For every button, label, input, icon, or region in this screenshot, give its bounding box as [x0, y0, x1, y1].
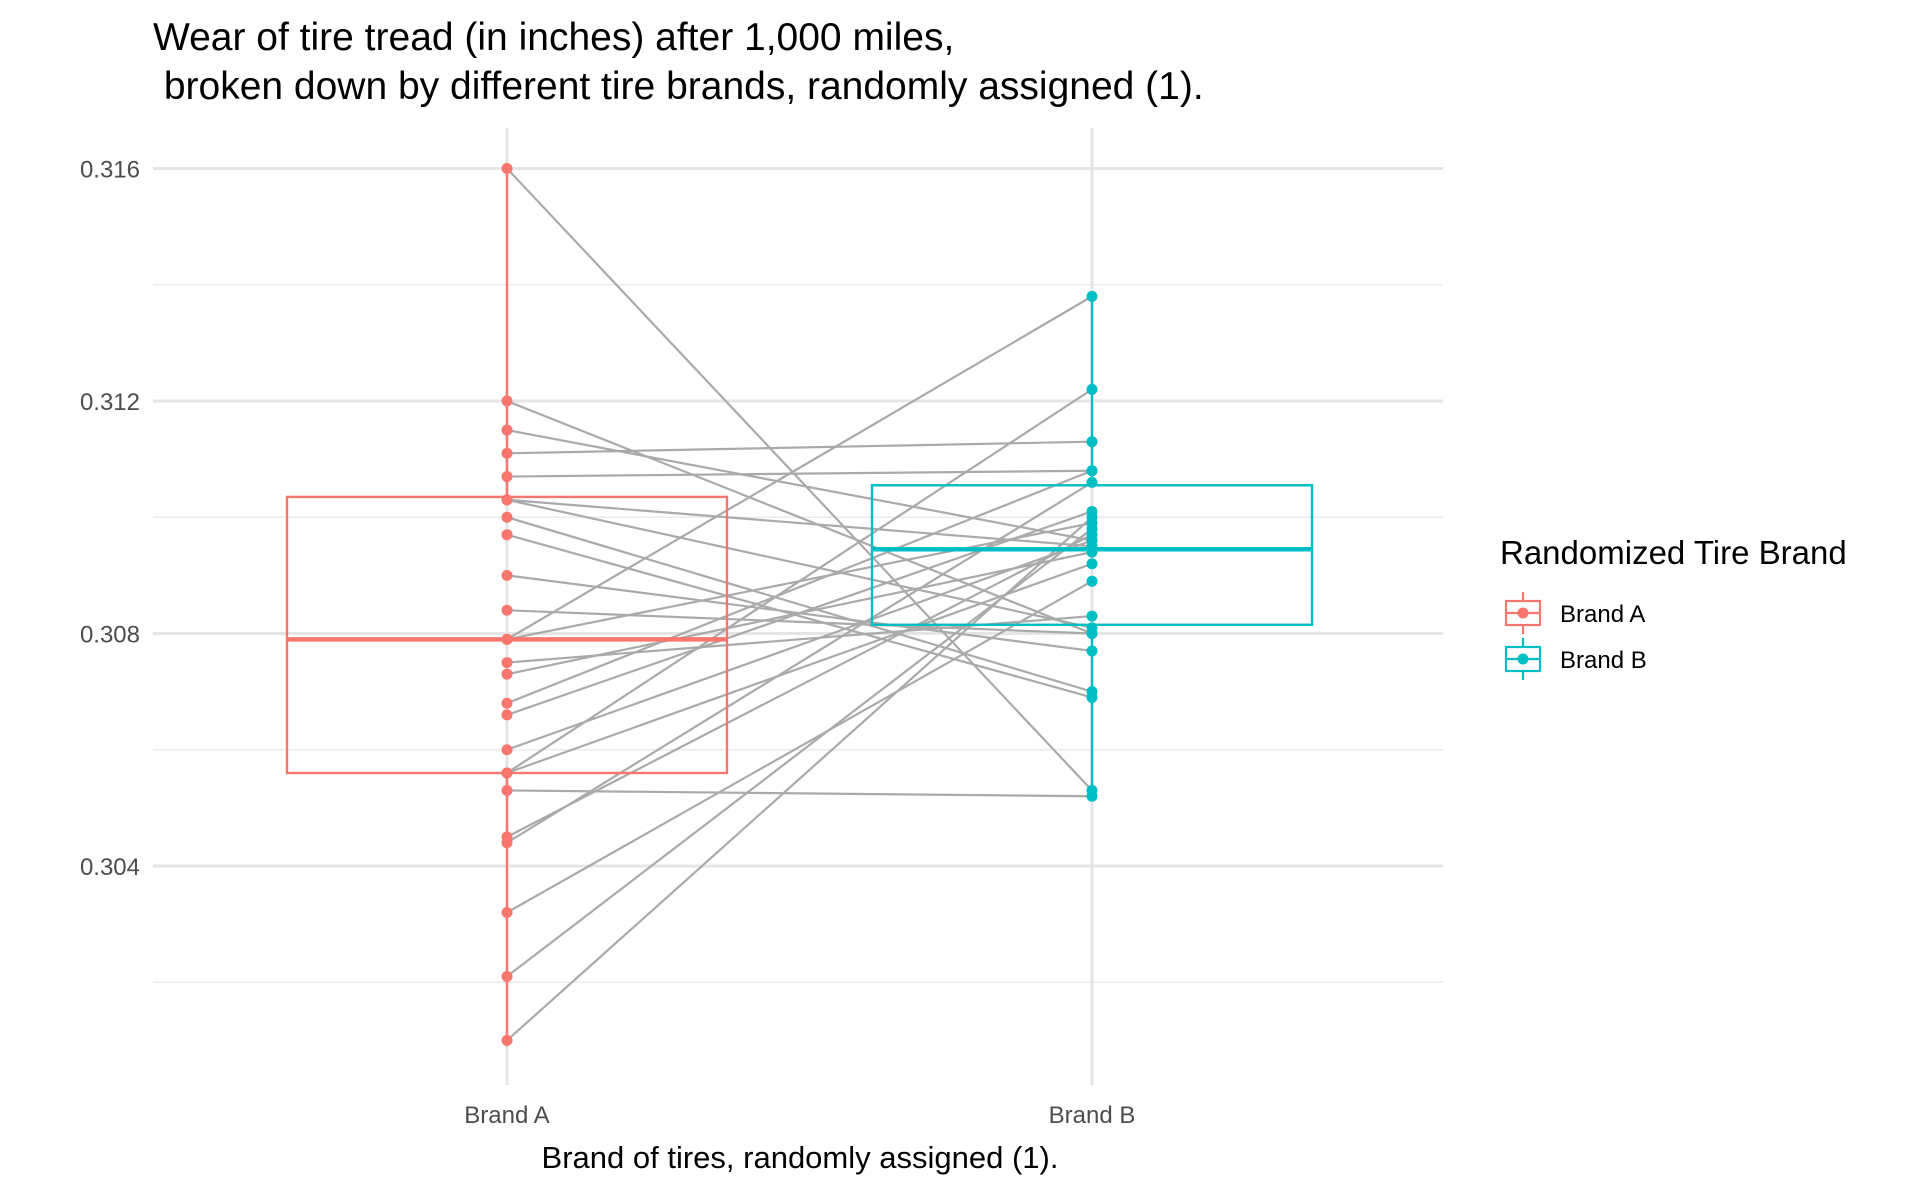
- point-brand-b: [1086, 790, 1098, 802]
- point-brand-a: [501, 471, 513, 483]
- point-brand-a: [501, 837, 513, 849]
- x-tick-label: Brand B: [1049, 1102, 1136, 1129]
- pair-line: [506, 481, 1093, 844]
- title-line-1: Wear of tire tread (in inches) after 1,0…: [153, 16, 954, 59]
- point-brand-a: [501, 668, 513, 680]
- point-brand-b: [1086, 558, 1098, 570]
- y-axis-ticks: 0.304 0.308 0.312 0.316: [80, 157, 140, 882]
- pair-line: [506, 609, 1093, 635]
- point-brand-a: [501, 709, 513, 721]
- point-brand-b: [1086, 383, 1098, 395]
- pair-line: [506, 498, 1093, 548]
- legend-item: Brand A: [1504, 592, 1645, 634]
- pair-line: [506, 428, 1093, 542]
- pair-line: [506, 562, 1093, 775]
- pair-lines: [506, 167, 1093, 1042]
- point-brand-b: [1086, 610, 1098, 622]
- point-brand-a: [501, 494, 513, 506]
- legend: Randomized Tire Brand Brand A Brand B: [1500, 534, 1847, 680]
- point-brand-a: [501, 657, 513, 669]
- y-tick-label: 0.312: [80, 389, 140, 416]
- point-brand-b: [1086, 628, 1098, 639]
- point-brand-a: [501, 511, 513, 523]
- point-brand-a: [501, 163, 513, 174]
- pair-line: [506, 440, 1093, 455]
- x-axis-title: Brand of tires, randomly assigned (1).: [542, 1140, 1059, 1175]
- legend-key-point: [1517, 607, 1529, 619]
- pair-line: [506, 469, 1093, 478]
- grid: [153, 128, 1443, 1085]
- pair-line: [506, 167, 1093, 792]
- chart-title: Wear of tire tread (in inches) after 1,0…: [153, 16, 1204, 108]
- pair-line: [506, 533, 1093, 699]
- pair-line: [506, 580, 1093, 914]
- point-brand-b: [1086, 546, 1098, 558]
- point-brand-a: [501, 907, 513, 918]
- point-brand-a: [501, 1034, 513, 1046]
- pair-line: [506, 498, 1093, 629]
- legend-key-point: [1517, 653, 1529, 665]
- point-brand-b: [1086, 691, 1098, 703]
- pair-line: [506, 399, 1093, 635]
- title-line-2: broken down by different tire brands, ra…: [153, 65, 1204, 108]
- point-brand-b: [1086, 575, 1098, 587]
- pair-line: [506, 533, 1093, 838]
- point-brand-a: [501, 633, 513, 645]
- y-tick-label: 0.308: [80, 622, 140, 649]
- pair-line: [506, 388, 1093, 774]
- pair-line: [506, 789, 1093, 798]
- point-brand-b: [1086, 645, 1098, 657]
- y-tick-label: 0.316: [80, 157, 140, 184]
- boxes: [285, 168, 1314, 1047]
- pair-line: [506, 295, 1093, 641]
- point-brand-a: [501, 697, 513, 709]
- legend-item: Brand B: [1504, 638, 1647, 680]
- point-brand-a: [501, 424, 513, 436]
- x-axis-ticks: Brand A Brand B: [464, 1102, 1135, 1129]
- pair-line: [506, 539, 1093, 751]
- legend-title: Randomized Tire Brand: [1500, 534, 1847, 571]
- point-brand-a: [501, 395, 513, 407]
- point-brand-b: [1086, 436, 1098, 448]
- point-brand-b: [1086, 476, 1098, 488]
- pair-line: [506, 516, 1093, 1042]
- point-brand-a: [501, 529, 513, 541]
- x-tick-label: Brand A: [464, 1102, 549, 1129]
- points: [501, 163, 1098, 1046]
- legend-label: Brand B: [1560, 647, 1647, 674]
- pair-line: [506, 516, 1093, 693]
- pair-line: [506, 469, 1093, 705]
- point-brand-a: [501, 569, 513, 581]
- point-brand-b: [1086, 523, 1098, 535]
- point-brand-a: [501, 447, 513, 459]
- pair-line: [506, 510, 1093, 716]
- y-tick-label: 0.304: [80, 854, 140, 881]
- point-brand-b: [1086, 511, 1098, 523]
- point-brand-a: [501, 767, 513, 779]
- point-brand-b: [1086, 290, 1098, 302]
- point-brand-a: [501, 744, 513, 756]
- point-brand-a: [501, 970, 513, 982]
- point-brand-b: [1086, 465, 1098, 477]
- legend-label: Brand A: [1560, 601, 1645, 628]
- point-brand-a: [501, 604, 513, 616]
- point-brand-a: [501, 784, 513, 796]
